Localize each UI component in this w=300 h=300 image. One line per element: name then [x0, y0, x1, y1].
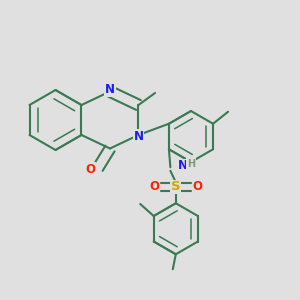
Text: O: O	[85, 163, 95, 176]
Text: N: N	[178, 159, 188, 172]
Text: S: S	[171, 180, 181, 193]
Text: N: N	[105, 83, 115, 97]
Text: O: O	[149, 180, 159, 193]
Text: N: N	[134, 130, 143, 143]
Text: H: H	[187, 159, 195, 169]
Text: O: O	[192, 180, 203, 193]
